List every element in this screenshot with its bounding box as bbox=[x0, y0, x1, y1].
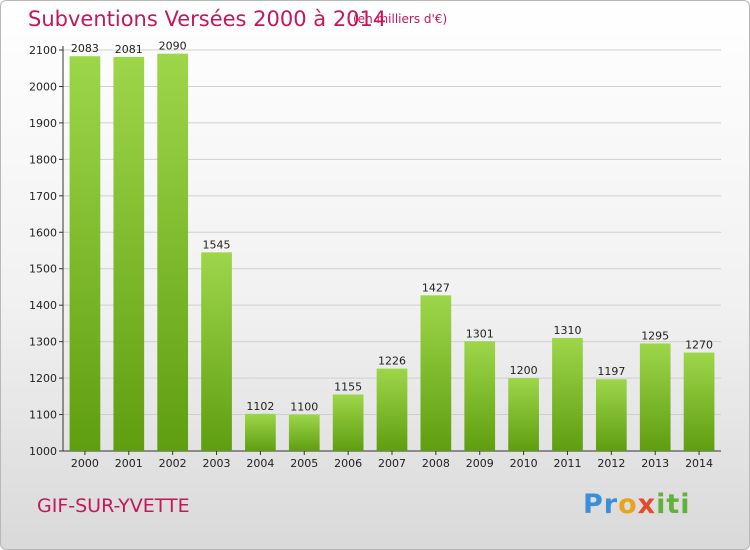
x-tick-label-2005: 2005 bbox=[290, 457, 318, 470]
y-tick-label: 2100 bbox=[29, 44, 57, 57]
value-label-2008: 1427 bbox=[422, 281, 450, 294]
value-label-2002: 2090 bbox=[159, 40, 187, 53]
proxiti-logo: Proxiti bbox=[583, 489, 691, 520]
value-label-2009: 1301 bbox=[466, 327, 494, 340]
chart-title: Subventions Versées 2000 à 2014 bbox=[28, 7, 387, 31]
value-label-2006: 1155 bbox=[334, 380, 362, 393]
bar-2005 bbox=[288, 414, 320, 451]
city-name: GIF-SUR-YVETTE bbox=[37, 495, 190, 517]
y-tick-label: 1100 bbox=[29, 409, 57, 422]
y-tick-label: 1700 bbox=[29, 190, 57, 203]
x-tick-label-2011: 2011 bbox=[553, 457, 581, 470]
bar-2000 bbox=[69, 56, 101, 452]
value-label-2004: 1102 bbox=[246, 400, 274, 413]
x-tick-label-2001: 2001 bbox=[115, 457, 143, 470]
x-tick-label-2009: 2009 bbox=[466, 457, 494, 470]
bar-2012 bbox=[595, 379, 627, 451]
x-tick-label-2000: 2000 bbox=[71, 457, 99, 470]
value-label-2000: 2083 bbox=[71, 42, 99, 55]
value-label-2005: 1100 bbox=[290, 401, 318, 414]
bar-2001 bbox=[113, 56, 145, 452]
bar-2013 bbox=[639, 343, 671, 451]
x-tick-label-2010: 2010 bbox=[510, 457, 538, 470]
value-label-2007: 1226 bbox=[378, 355, 406, 368]
x-tick-label-2013: 2013 bbox=[641, 457, 669, 470]
x-tick-label-2003: 2003 bbox=[203, 457, 231, 470]
y-tick-label: 1400 bbox=[29, 299, 57, 312]
x-tick-label-2012: 2012 bbox=[597, 457, 625, 470]
y-tick-label: 2000 bbox=[29, 80, 57, 93]
bar-2008 bbox=[420, 295, 452, 451]
value-label-2001: 2081 bbox=[115, 43, 143, 56]
y-tick-label: 1500 bbox=[29, 263, 57, 276]
y-tick-label: 1200 bbox=[29, 372, 57, 385]
bars bbox=[69, 53, 715, 452]
value-label-2012: 1197 bbox=[597, 365, 625, 378]
x-tick-label-2004: 2004 bbox=[246, 457, 274, 470]
bar-2011 bbox=[552, 337, 583, 451]
bar-2009 bbox=[464, 341, 496, 451]
x-tick-label-2007: 2007 bbox=[378, 457, 406, 470]
value-label-2013: 1295 bbox=[641, 329, 669, 342]
y-tick-label: 1300 bbox=[29, 336, 57, 349]
x-tick-label-2014: 2014 bbox=[685, 457, 713, 470]
value-label-2011: 1310 bbox=[553, 324, 581, 337]
bar-2014 bbox=[683, 352, 715, 451]
y-tick-label: 1900 bbox=[29, 117, 57, 130]
labels: 1000 1100 1200 1300 1400 1500 1600 1700 1800 1900… bbox=[29, 40, 713, 470]
x-tick-label-2008: 2008 bbox=[422, 457, 450, 470]
bar-2002 bbox=[157, 53, 189, 452]
value-label-2003: 1545 bbox=[203, 238, 231, 251]
bar-2006 bbox=[332, 394, 364, 451]
y-tick-label: 1000 bbox=[29, 445, 57, 458]
bar-2010 bbox=[508, 378, 539, 451]
y-tick-label: 1600 bbox=[29, 226, 57, 239]
x-tick-label-2006: 2006 bbox=[334, 457, 362, 470]
x-tick-label-2002: 2002 bbox=[159, 457, 187, 470]
value-label-2010: 1200 bbox=[510, 364, 538, 377]
bar-2003 bbox=[201, 252, 232, 451]
y-tick-label: 1800 bbox=[29, 153, 57, 166]
bar-2007 bbox=[376, 368, 408, 451]
value-label-2014: 1270 bbox=[685, 339, 713, 352]
chart-subtitle: (en milliers d'€) bbox=[353, 12, 448, 26]
bar-2004 bbox=[245, 413, 276, 451]
